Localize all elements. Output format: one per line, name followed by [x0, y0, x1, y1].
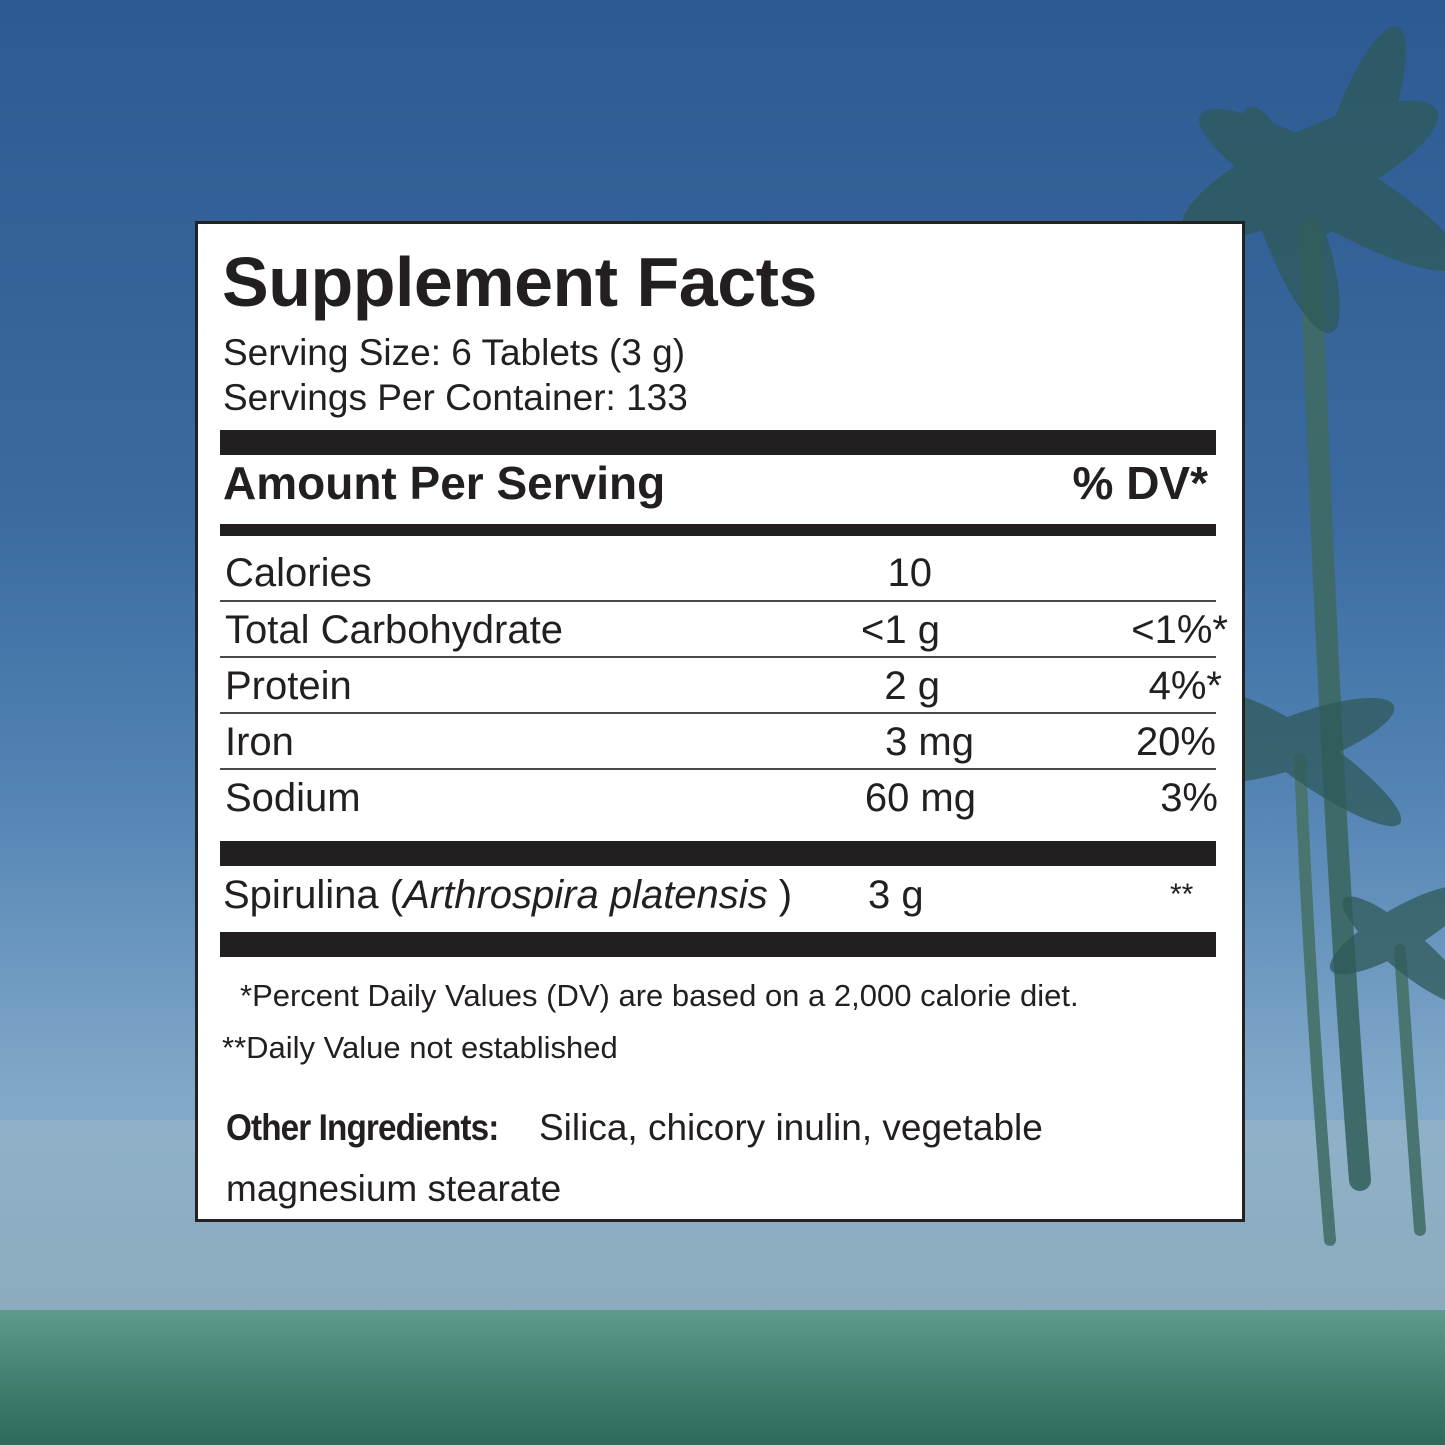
amount-per-serving-header: Amount Per Serving — [223, 457, 666, 509]
other-ingredients: Other Ingredients: Silica, chicory inuli… — [226, 1106, 1043, 1150]
nutrient-amount: 60 mg — [864, 776, 976, 820]
other-ingredients-line1: Silica, chicory inulin, vegetable — [538, 1107, 1043, 1148]
nutrient-dv: <1%* — [1131, 608, 1228, 652]
nutrient-dv: 20% — [1135, 720, 1216, 764]
servings-per-container: Servings Per Container: 133 — [223, 377, 688, 418]
nutrient-name: Sodium — [225, 776, 361, 820]
medium-divider — [220, 524, 1216, 536]
thick-divider — [220, 841, 1216, 866]
spirulina-dv: ** — [1170, 878, 1194, 911]
foreground-grass — [0, 1310, 1445, 1445]
nutrient-amount: <1 g — [861, 608, 940, 652]
serving-size: Serving Size: 6 Tablets (3 g) — [223, 332, 686, 373]
footnote-dv: *Percent Daily Values (DV) are based on … — [240, 978, 1079, 1013]
nutrient-amount: 2 g — [884, 664, 940, 708]
row-divider — [220, 656, 1216, 658]
nutrient-amount: 3 mg — [885, 720, 974, 764]
footnote-not-established: **Daily Value not established — [222, 1030, 618, 1065]
nutrient-dv: 4%* — [1148, 664, 1222, 708]
nutrient-name: Protein — [225, 664, 352, 708]
dv-header: % DV* — [1072, 457, 1208, 509]
label-title: Supplement Facts — [222, 243, 817, 321]
spirulina-close: ) — [767, 873, 793, 917]
nutrient-amount: 10 — [887, 551, 933, 595]
spirulina-prefix: Spirulina ( — [223, 873, 404, 917]
other-ingredients-label: Other Ingredients: — [226, 1107, 499, 1148]
spirulina-amount: 3 g — [868, 873, 924, 917]
other-ingredients-line2: magnesium stearate — [226, 1168, 562, 1209]
nutrient-name: Calories — [225, 551, 372, 595]
thick-divider — [220, 430, 1216, 455]
nutrient-name: Iron — [225, 720, 294, 764]
row-divider — [220, 600, 1216, 602]
row-divider — [220, 712, 1216, 714]
thick-divider — [220, 932, 1216, 957]
supplement-facts-label: Supplement Facts Serving Size: 6 Tablets… — [195, 221, 1245, 1222]
nutrient-name: Total Carbohydrate — [225, 608, 563, 652]
nutrient-dv: 3% — [1160, 776, 1218, 820]
row-divider — [220, 768, 1216, 770]
spirulina-name: Spirulina (Arthrospira platensis ) — [223, 872, 792, 918]
spirulina-latin: Arthrospira platensis — [403, 873, 768, 917]
